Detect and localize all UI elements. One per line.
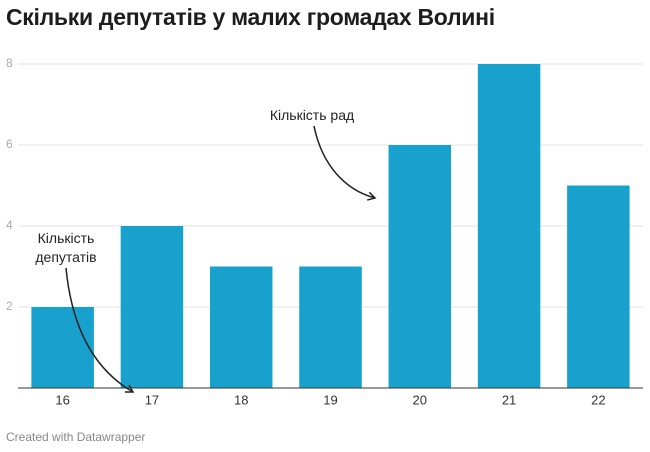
bar	[299, 266, 362, 388]
chart-title: Скільки депутатів у малих громадах Волин…	[6, 4, 495, 30]
x-tick-label: 16	[55, 392, 69, 407]
footer: Created with Datawrapper	[6, 430, 146, 444]
bar	[567, 185, 630, 388]
bar	[120, 226, 184, 388]
y-tick-label: 6	[6, 137, 13, 151]
x-tick-label: 22	[591, 392, 605, 407]
x-tick-label: 18	[234, 392, 248, 407]
x-tick-label: 21	[502, 392, 516, 407]
bar	[477, 64, 541, 388]
bar	[31, 307, 94, 388]
annotation-arrow	[65, 267, 135, 393]
annotation: Кількість депутатів	[35, 230, 97, 265]
y-tick-label: 2	[6, 299, 13, 313]
x-tick-label: 20	[413, 392, 427, 407]
y-tick-label: 4	[6, 218, 13, 232]
x-tick-label: 17	[145, 392, 159, 407]
bar	[209, 266, 273, 388]
annotation: Кількість рад	[269, 107, 355, 123]
x-tick-label: 19	[323, 392, 337, 407]
bar	[388, 145, 452, 388]
y-tick-label: 8	[6, 56, 13, 70]
annotation-arrow	[313, 125, 377, 201]
